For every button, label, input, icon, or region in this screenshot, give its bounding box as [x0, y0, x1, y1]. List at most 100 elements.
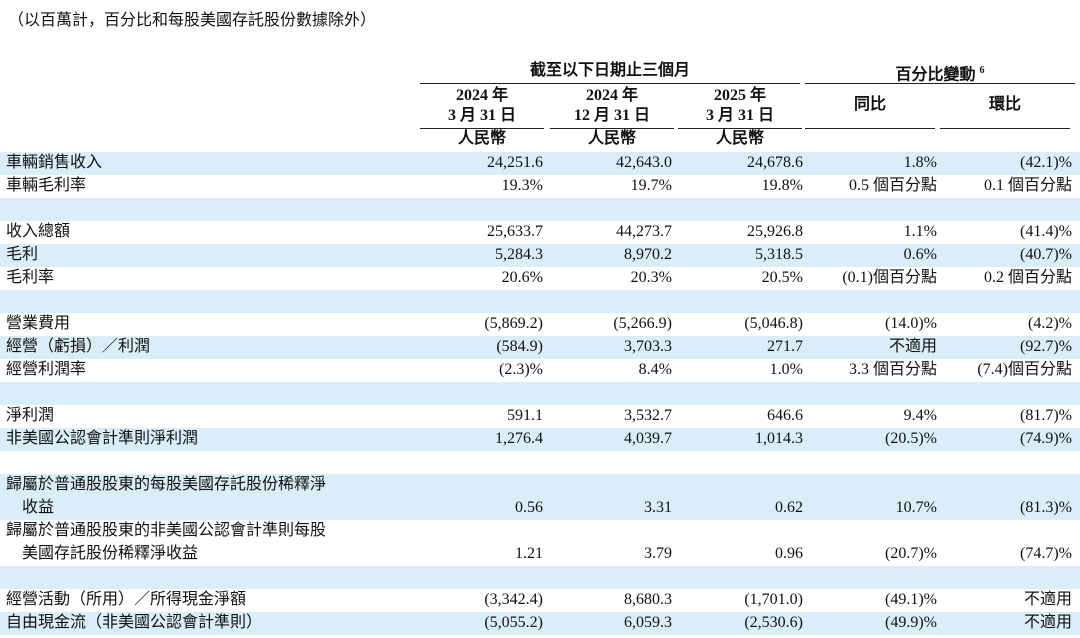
cell-value: 8.4% — [638, 361, 672, 378]
cell-value: 0.62 — [775, 499, 803, 516]
row-label: 自由現金流（非美國公認會計準則） — [6, 614, 263, 631]
date-header: 2025 年 — [713, 87, 766, 104]
cell-value: 3.3 個百分點 — [848, 361, 937, 378]
cell-value: 20.5% — [761, 269, 803, 286]
row-bg — [0, 612, 1080, 635]
row-label: 車輛銷售收入 — [6, 154, 103, 171]
cell-value: 591.1 — [507, 407, 543, 424]
cell-value: 1.0% — [769, 361, 803, 378]
cell-value: 9.4% — [903, 407, 937, 424]
cell-value: (74.7)% — [1020, 545, 1072, 562]
rule — [550, 128, 674, 129]
row-label: 美國存託股份稀釋淨收益 — [22, 545, 199, 562]
cell-value: (5,266.9) — [613, 315, 672, 332]
cell-value: 0.56 — [515, 499, 543, 516]
cell-value: 3.79 — [644, 545, 672, 562]
spacer-row — [0, 566, 1080, 589]
cell-value: (74.9)% — [1020, 430, 1072, 447]
cell-value: 5,318.5 — [755, 246, 803, 263]
cell-value: 25,633.7 — [487, 223, 543, 240]
cell-value: (41.4)% — [1020, 223, 1072, 240]
rule — [805, 128, 935, 129]
cell-value: (5,869.2) — [484, 315, 543, 332]
cell-value: 0.1 個百分點 — [983, 177, 1072, 194]
cell-value: (4.2)% — [1028, 315, 1072, 332]
cell-value: (7.4)個百分點 — [977, 361, 1072, 378]
cell-value: 1,014.3 — [755, 430, 803, 447]
spacer-row — [0, 290, 1080, 313]
change-col-header: 同比 — [853, 96, 886, 113]
cell-value: 19.3% — [501, 177, 543, 194]
cell-value: (20.5)% — [885, 430, 937, 447]
row-label: 毛利 — [6, 246, 39, 263]
change-col-header: 環比 — [988, 96, 1021, 113]
cell-value: (2,530.6) — [744, 614, 803, 631]
cell-value: 10.7% — [895, 499, 937, 516]
cell-value: 25,926.8 — [747, 223, 803, 240]
cell-value: (5,055.2) — [484, 614, 543, 631]
cell-value: 1.8% — [903, 154, 937, 171]
change-header: 百分比變動 6 — [805, 60, 1075, 86]
cell-value: 6,059.3 — [624, 614, 672, 631]
cell-value: 不適用 — [888, 338, 937, 355]
row-label: 營業費用 — [6, 315, 71, 332]
cell-value: (42.1)% — [1020, 154, 1072, 171]
change-title: 百分比變動 — [895, 66, 976, 84]
row-label: 經營活動（所用）／所得現金淨額 — [6, 591, 247, 608]
row-bg — [0, 474, 1080, 520]
date-header: 2024 年 — [585, 87, 638, 104]
rule — [678, 128, 802, 129]
cell-value: (81.3)% — [1020, 499, 1072, 516]
cell-value: 271.7 — [767, 338, 803, 355]
row-label: 非美國公認會計準則淨利潤 — [6, 430, 199, 447]
cell-value: (5,046.8) — [744, 315, 803, 332]
cell-value: 1.21 — [515, 545, 543, 562]
cell-value: 5,284.3 — [495, 246, 543, 263]
cell-value: 19.7% — [630, 177, 672, 194]
rule — [940, 128, 1070, 129]
cell-value: 20.3% — [630, 269, 672, 286]
cell-value: 0.6% — [903, 246, 937, 263]
cell-value: 20.6% — [501, 269, 543, 286]
row-label: 淨利潤 — [6, 407, 55, 424]
cell-value: (0.1)個百分點 — [842, 269, 937, 286]
date-header: 3 月 31 日 — [705, 107, 774, 124]
cell-value: 8,970.2 — [624, 246, 672, 263]
cell-value: 19.8% — [761, 177, 803, 194]
rule — [420, 128, 544, 129]
currency-header: 人民幣 — [457, 130, 506, 147]
date-header: 2024 年 — [455, 87, 508, 104]
cell-value: 8,680.3 — [624, 591, 672, 608]
cell-value: 不適用 — [1023, 614, 1072, 631]
spacer-row — [0, 198, 1080, 221]
period-header: 截至以下日期止三個月 — [529, 62, 690, 79]
rule — [420, 83, 800, 84]
cell-value: (20.7)% — [885, 545, 937, 562]
cell-value: (49.1)% — [885, 591, 937, 608]
row-bg — [0, 244, 1080, 267]
cell-value: 24,678.6 — [747, 154, 803, 171]
cell-value: 24,251.6 — [487, 154, 543, 171]
cell-value: 不適用 — [1023, 591, 1072, 608]
row-label: 車輛毛利率 — [6, 177, 87, 194]
spacer-row — [0, 382, 1080, 405]
cell-value: 3.31 — [644, 499, 672, 516]
cell-value: 646.6 — [767, 407, 803, 424]
cell-value: (3,342.4) — [484, 591, 543, 608]
row-label: 收益 — [22, 499, 55, 516]
cell-value: (81.7)% — [1020, 407, 1072, 424]
currency-header: 人民幣 — [587, 130, 636, 147]
cell-value: 0.2 個百分點 — [983, 269, 1072, 286]
cell-value: 1.1% — [903, 223, 937, 240]
cell-value: 1,276.4 — [495, 430, 543, 447]
row-bg — [0, 428, 1080, 451]
cell-value: 0.5 個百分點 — [848, 177, 937, 194]
cell-value: (49.9)% — [885, 614, 937, 631]
cell-value: (14.0)% — [885, 315, 937, 332]
currency-header: 人民幣 — [715, 130, 764, 147]
cell-value: (92.7)% — [1020, 338, 1072, 355]
cell-value: 42,643.0 — [616, 154, 672, 171]
cell-value: (2.3)% — [499, 361, 543, 378]
row-label: 毛利率 — [6, 269, 55, 286]
cell-value: 4,039.7 — [624, 430, 672, 447]
